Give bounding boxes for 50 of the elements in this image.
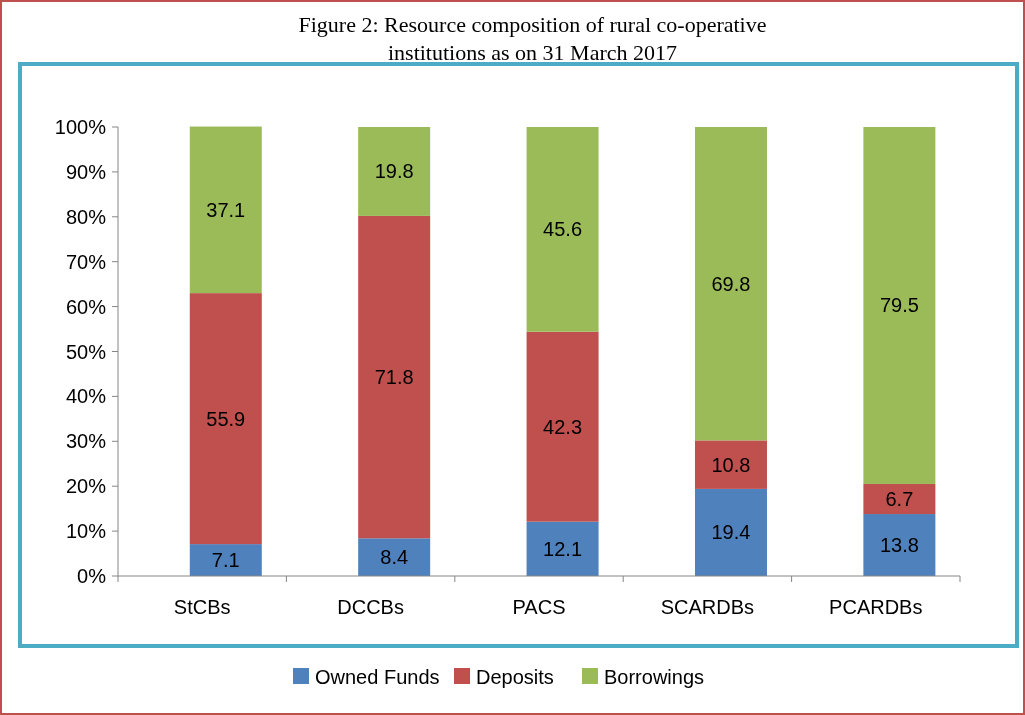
y-tick-label: 20% [65, 475, 107, 498]
data-label: 71.8 [374, 366, 414, 389]
data-label: 19.4 [711, 521, 751, 544]
x-tick-label: PCARDBs [829, 596, 923, 618]
bar [526, 331, 599, 522]
x-tick-label: PACS [512, 596, 566, 618]
data-label: 7.1 [211, 549, 240, 572]
data-label: 19.8 [374, 160, 414, 183]
y-tick-label: 10% [65, 520, 107, 543]
data-label: 55.9 [206, 407, 246, 430]
bar [694, 440, 767, 489]
bar [189, 126, 262, 294]
y-tick-label: 30% [65, 430, 107, 453]
x-tick-label: SCARDBs [660, 596, 755, 618]
legend-label: Deposits [476, 666, 554, 688]
legend-label: Borrowings [604, 666, 705, 688]
y-tick-label: 90% [65, 160, 107, 183]
bar [358, 215, 431, 539]
data-label: 8.4 [380, 546, 409, 569]
bar [526, 521, 599, 576]
data-label: 37.1 [206, 198, 246, 221]
data-label: 69.8 [711, 272, 751, 295]
y-tick-label: 100% [54, 116, 107, 138]
bar [358, 127, 431, 216]
data-label: 12.1 [543, 537, 583, 560]
y-tick-label: 0% [77, 565, 107, 587]
y-tick-label: 40% [65, 385, 107, 408]
data-label: 79.5 [879, 294, 919, 317]
bar [189, 293, 262, 545]
bar [863, 483, 936, 515]
bar [694, 488, 767, 576]
chart-title: Figure 2: Resource composition of rural co-operative institutions as on 31 March 2017 [298, 12, 767, 65]
bar [863, 514, 936, 576]
x-tick-label: DCCBs [337, 596, 404, 618]
data-label: 10.8 [711, 453, 751, 476]
data-label: 45.6 [543, 218, 583, 241]
bar [189, 544, 262, 576]
data-label: 6.7 [885, 488, 914, 510]
bar [358, 538, 431, 576]
data-label: 42.3 [543, 415, 583, 438]
bar [863, 127, 936, 484]
y-tick-label: 50% [65, 340, 107, 363]
y-tick-label: 80% [65, 205, 107, 228]
y-tick-label: 60% [65, 295, 107, 318]
y-tick-label: 70% [65, 250, 107, 273]
bar [694, 127, 767, 441]
legend-label: Owned Funds [315, 666, 440, 688]
data-label: 13.8 [879, 534, 919, 557]
bar [526, 127, 599, 332]
x-tick-label: StCBs [173, 596, 231, 618]
